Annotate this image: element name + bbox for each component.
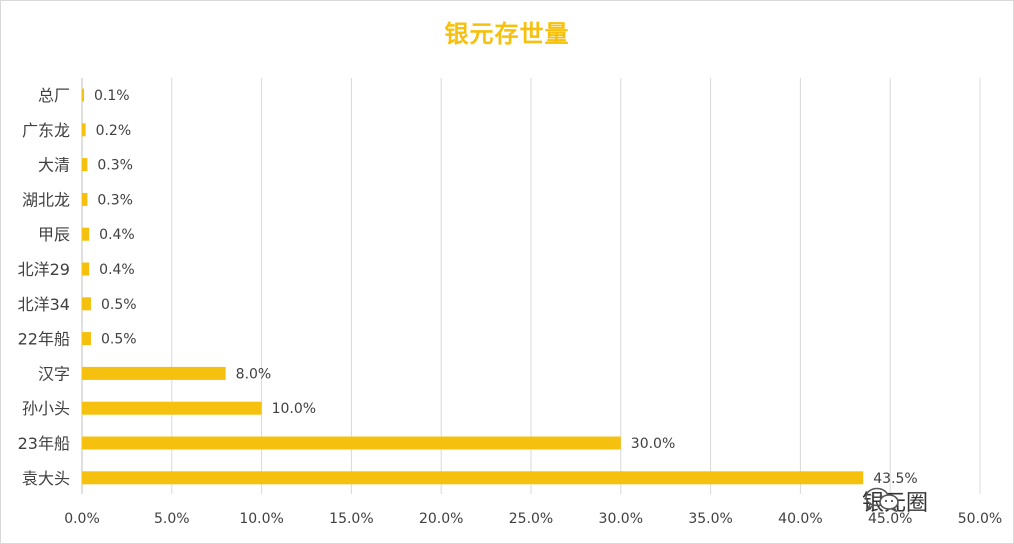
data-label: 0.2% bbox=[96, 123, 132, 139]
category-label: 甲辰 bbox=[38, 225, 70, 244]
bar bbox=[82, 332, 91, 346]
x-tick-label: 5.0% bbox=[154, 511, 190, 527]
wechat-icon bbox=[865, 487, 899, 512]
data-label: 10.0% bbox=[272, 401, 316, 417]
x-tick-label: 25.0% bbox=[509, 511, 553, 527]
x-tick-label: 40.0% bbox=[778, 511, 822, 527]
category-label: 总厂 bbox=[38, 86, 70, 105]
gridlines bbox=[81, 78, 981, 494]
category-label: 孙小头 bbox=[22, 399, 70, 418]
x-tick-label: 20.0% bbox=[419, 511, 463, 527]
category-label: 23年船 bbox=[18, 434, 70, 453]
bar bbox=[82, 123, 86, 137]
x-tick-label: 15.0% bbox=[329, 511, 373, 527]
data-labels: 0.1% 0.2% 0.3% 0.3% 0.4% 0.4% 0.5% 0.5% 8.0% 10.0… bbox=[94, 88, 918, 487]
category-label: 北洋34 bbox=[18, 295, 70, 314]
data-label: 0.3% bbox=[97, 158, 133, 174]
bar bbox=[82, 262, 90, 276]
category-label: 湖北龙 bbox=[22, 190, 70, 209]
bar bbox=[82, 436, 621, 450]
x-tick-label: 0.0% bbox=[64, 511, 100, 527]
category-label: 22年船 bbox=[18, 330, 70, 349]
data-label: 30.0% bbox=[631, 436, 675, 452]
bar bbox=[82, 366, 226, 380]
category-label: 袁大头 bbox=[22, 469, 70, 488]
data-label: 43.5% bbox=[873, 471, 917, 487]
category-label: 北洋29 bbox=[18, 260, 70, 279]
x-tick-label: 45.0% bbox=[868, 511, 912, 527]
bar bbox=[82, 471, 864, 485]
data-label: 0.5% bbox=[101, 332, 137, 348]
category-label: 大清 bbox=[38, 156, 70, 175]
x-tick-label: 35.0% bbox=[688, 511, 732, 527]
bars bbox=[82, 88, 864, 485]
data-label: 8.0% bbox=[236, 366, 272, 382]
category-label: 汉字 bbox=[38, 364, 70, 383]
x-tick-label: 50.0% bbox=[958, 511, 1002, 527]
data-label: 0.4% bbox=[99, 227, 135, 243]
x-tick-label: 10.0% bbox=[239, 511, 283, 527]
bar bbox=[82, 158, 88, 172]
x-tick-labels: 0.0% 5.0% 10.0% 15.0% 20.0% 25.0% 30.0% 35.0% 40… bbox=[64, 511, 1002, 527]
watermark: 银元圈 bbox=[862, 486, 928, 516]
data-label: 0.3% bbox=[97, 192, 133, 208]
x-tick-label: 30.0% bbox=[599, 511, 643, 527]
data-label: 0.1% bbox=[94, 88, 130, 104]
bar bbox=[82, 401, 262, 415]
chart-title: 银元存世量 bbox=[444, 20, 570, 48]
data-label: 0.5% bbox=[101, 297, 137, 313]
bar bbox=[82, 297, 91, 311]
bar bbox=[82, 227, 90, 241]
bar bbox=[82, 192, 88, 206]
category-label: 广东龙 bbox=[22, 121, 70, 140]
bar bbox=[82, 88, 84, 102]
data-label: 0.4% bbox=[99, 262, 135, 278]
